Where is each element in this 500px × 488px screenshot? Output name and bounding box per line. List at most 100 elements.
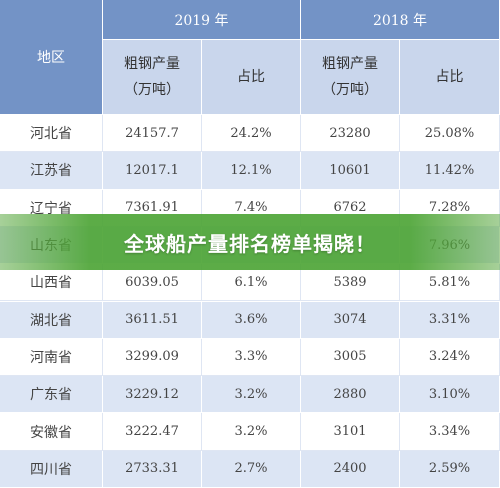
table-cell: 江苏省 <box>0 152 103 190</box>
cell-text: 江苏省 <box>30 163 72 180</box>
cell-text: 河北省 <box>30 126 72 143</box>
table-cell: 2880 <box>301 376 400 414</box>
table-cell: 3.6% <box>202 301 301 339</box>
cell-text: 2.7% <box>234 461 268 477</box>
cell-text: 23280 <box>329 125 371 141</box>
table-cell: 3101 <box>301 413 400 451</box>
table-cell: 6039.05 <box>103 264 202 302</box>
table-cell: 6.1% <box>202 264 301 302</box>
table-cell: 3222.47 <box>103 413 202 451</box>
cell-text: 3611.51 <box>125 312 179 328</box>
cell-text: 3.2% <box>234 424 268 440</box>
table-cell: 3299.09 <box>103 338 202 377</box>
cell-text: （万吨） <box>322 82 378 98</box>
cell-text: 湖北省 <box>30 312 72 329</box>
cell-text: 地区 <box>37 50 65 66</box>
cell-text: 3299.09 <box>125 349 179 365</box>
header-cell: 粗钢产量 （万吨） <box>301 40 400 115</box>
table-cell: 12.1% <box>202 152 301 190</box>
cell-text: 河南省 <box>30 349 72 366</box>
cell-text: 3.24% <box>428 349 471 365</box>
cell-text: 辽宁省 <box>30 200 72 217</box>
cell-text: 7361.91 <box>125 200 179 216</box>
table-cell: 2400 <box>301 450 400 488</box>
cell-text: 6.1% <box>234 274 268 290</box>
table-cell: 11.42% <box>400 152 500 190</box>
table-cell: 3.3% <box>202 338 301 377</box>
cell-text: （万吨） <box>124 82 180 98</box>
table-cell: 3.10% <box>400 376 500 414</box>
table-cell: 2.7% <box>202 450 301 488</box>
table-cell: 5389 <box>301 264 400 302</box>
cell-text: 3.3% <box>234 349 268 365</box>
table-cell: 3005 <box>301 338 400 377</box>
table-cell: 24.2% <box>202 115 301 153</box>
cell-text: 广东省 <box>30 387 72 404</box>
table-cell: 2733.31 <box>103 450 202 488</box>
table-cell: 24157.7 <box>103 115 202 153</box>
cell-text: 12.1% <box>230 162 272 178</box>
cell-text: 2019 年 <box>174 12 229 29</box>
cell-text: 10601 <box>329 162 371 178</box>
table-cell: 山西省 <box>0 264 103 302</box>
table-cell: 安徽省 <box>0 413 103 451</box>
cell-text: 3.10% <box>428 386 471 402</box>
table-cell: 3229.12 <box>103 376 202 414</box>
header-cell: 占比 <box>202 40 301 115</box>
cell-text: 11.42% <box>424 162 475 178</box>
cell-text: 2018 年 <box>372 12 428 29</box>
table-cell: 10601 <box>301 152 400 190</box>
cell-text: 山西省 <box>30 275 72 292</box>
cell-text: 12017.1 <box>125 162 179 178</box>
table-cell: 3.31% <box>400 301 500 339</box>
header-cell: 地区 <box>0 0 103 115</box>
table-cell: 四川省 <box>0 450 103 488</box>
cell-text: 粗钢产量 <box>124 56 180 72</box>
cell-text: 3.2% <box>234 386 268 402</box>
cell-text: 3074 <box>333 312 367 328</box>
cell-text: 2880 <box>333 386 367 402</box>
cell-text: 25.08% <box>424 125 475 141</box>
cell-text: 7.28% <box>428 200 471 216</box>
table-cell: 河北省 <box>0 115 103 153</box>
cell-text: 2733.31 <box>125 461 179 477</box>
cell-text: 占比 <box>435 69 464 85</box>
cell-text: 3.6% <box>234 312 268 328</box>
header-cell: 占比 <box>400 40 500 115</box>
header-cell: 粗钢产量 （万吨） <box>103 40 202 115</box>
cell-text: 3.34% <box>428 424 471 440</box>
table-cell: 广东省 <box>0 376 103 414</box>
cell-text: 3.31% <box>428 312 471 328</box>
table-cell: 3.34% <box>400 413 500 451</box>
cell-text: 3005 <box>333 349 367 365</box>
cell-text: 3222.47 <box>125 424 179 440</box>
cell-text: 粗钢产量 <box>322 56 378 72</box>
table-cell: 3.2% <box>202 376 301 414</box>
cell-text: 7.4% <box>234 200 268 216</box>
header-cell: 2018 年 <box>301 0 500 40</box>
header-cell: 2019 年 <box>103 0 301 40</box>
cell-text: 3101 <box>333 424 367 440</box>
table-cell: 25.08% <box>400 115 500 153</box>
banner-text: 全球船产量排名榜单揭晓！ <box>124 231 376 256</box>
cell-text: 24.2% <box>230 125 272 141</box>
table-cell: 3.24% <box>400 338 500 377</box>
table-cell: 23280 <box>301 115 400 153</box>
cell-text: 6762 <box>333 200 367 216</box>
table-cell: 5.81% <box>400 264 500 302</box>
cell-text: 2.59% <box>428 461 471 477</box>
table-cell: 2.59% <box>400 450 500 488</box>
table-cell: 3074 <box>301 301 400 339</box>
table-cell: 3611.51 <box>103 301 202 339</box>
cell-text: 3229.12 <box>125 386 179 402</box>
cell-text: 四川省 <box>30 461 72 478</box>
cell-text: 5.81% <box>428 274 471 290</box>
table-cell: 3.2% <box>202 413 301 451</box>
table-cell: 湖北省 <box>0 301 103 339</box>
table-cell: 12017.1 <box>103 152 202 190</box>
cell-text: 24157.7 <box>125 125 179 141</box>
cell-text: 2400 <box>333 461 367 477</box>
table-cell: 河南省 <box>0 338 103 377</box>
cell-text: 6039.05 <box>125 274 179 290</box>
